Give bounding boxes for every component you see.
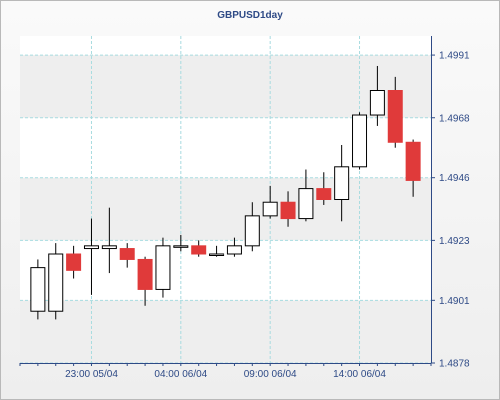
candle-down (119, 248, 135, 260)
background-bands (20, 36, 431, 363)
candle-up (226, 245, 242, 255)
y-tick-label: 1.4991 (439, 51, 470, 62)
candle-down (405, 141, 421, 181)
candle-up (298, 188, 314, 220)
candle-down (387, 90, 403, 143)
x-tick-label: 09:00 06/04 (244, 369, 297, 380)
candle-up (155, 245, 171, 290)
axes: 1.4878 1.4901 1.4923 1.4946 1.4968 1.4991 23:0… (19, 36, 470, 380)
plot-band (20, 177, 431, 241)
candle-down (66, 253, 82, 271)
candle-up (262, 201, 278, 217)
gridlines (20, 36, 431, 364)
chart-title: GBPUSD1day (217, 10, 283, 21)
candle-up (173, 245, 189, 248)
x-tick-label: 23:00 05/04 (65, 369, 118, 380)
candle-down (280, 201, 296, 220)
candle-up (48, 253, 64, 312)
y-tick-label: 1.4923 (439, 236, 470, 247)
plot-band (20, 300, 431, 363)
y-tick-label: 1.4878 (439, 359, 470, 370)
x-tick-label: 14:00 06/04 (333, 369, 386, 380)
candle-up (369, 90, 385, 116)
y-tick-label: 1.4901 (439, 296, 470, 307)
candle-up (101, 245, 117, 250)
candle-down (137, 258, 153, 290)
candle-down (316, 188, 332, 201)
plot-band (20, 55, 431, 118)
candle-down (191, 245, 207, 255)
y-tick-label: 1.4968 (439, 113, 470, 124)
candles (30, 65, 421, 320)
candle-up (334, 166, 350, 201)
candle-up (209, 253, 225, 256)
candle-up (244, 215, 260, 247)
candle-up (352, 114, 368, 168)
y-tick-label: 1.4946 (439, 173, 470, 184)
candle-up (83, 245, 99, 250)
candle-up (30, 267, 46, 312)
x-tick-label: 04:00 06/04 (154, 369, 207, 380)
